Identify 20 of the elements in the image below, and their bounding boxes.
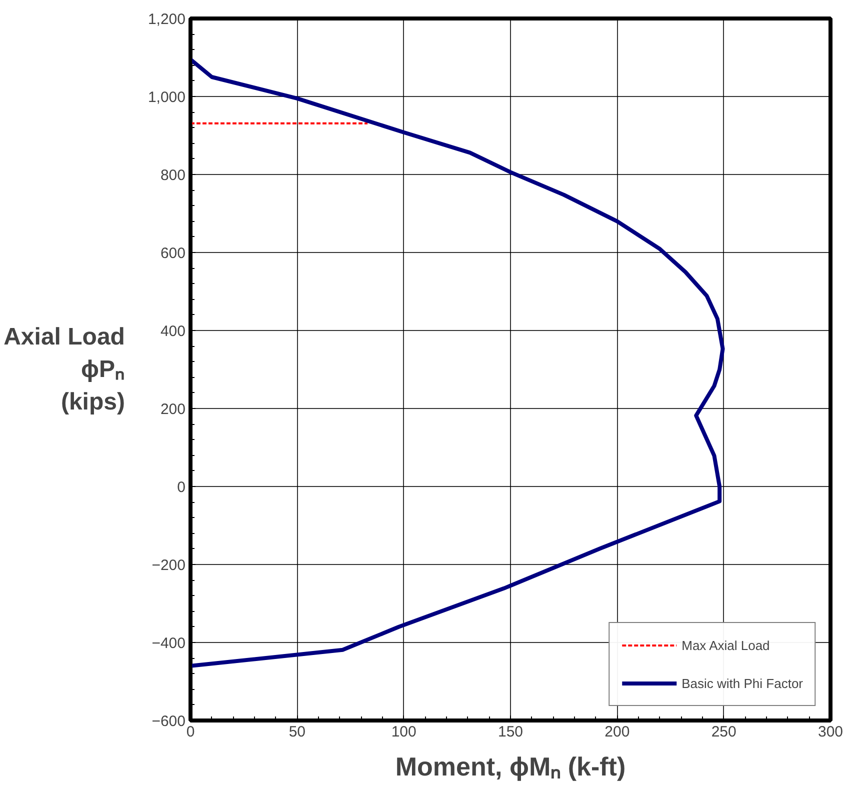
- y-tick-label: −600: [152, 713, 186, 730]
- x-tick-label: 250: [711, 724, 736, 740]
- y-tick-label: 1,000: [148, 89, 186, 106]
- y-tick-label: 600: [160, 245, 186, 262]
- x-tick-label: 200: [604, 724, 630, 740]
- x-tick-label: 50: [288, 724, 306, 740]
- y-tick-label: 200: [160, 401, 186, 418]
- x-tick-label: 300: [818, 724, 844, 740]
- y-tick-label: 0: [177, 479, 186, 496]
- y-tick-label: 1,200: [148, 11, 186, 28]
- y-tick-label: 800: [160, 167, 186, 184]
- x-tick-label: 100: [391, 724, 416, 740]
- x-tick-label: 150: [498, 724, 524, 740]
- y-tick-label: 400: [160, 323, 186, 340]
- legend-label: Basic with Phi Factor: [682, 676, 803, 690]
- legend-label: Max Axial Load: [682, 638, 770, 652]
- y-tick-label: −200: [152, 557, 186, 574]
- y-tick-label: −400: [152, 635, 186, 652]
- x-axis-title: Moment, ϕMₙ (k-ft): [395, 752, 626, 782]
- y-axis-title: Axial Load ϕPₙ (kips): [4, 324, 125, 416]
